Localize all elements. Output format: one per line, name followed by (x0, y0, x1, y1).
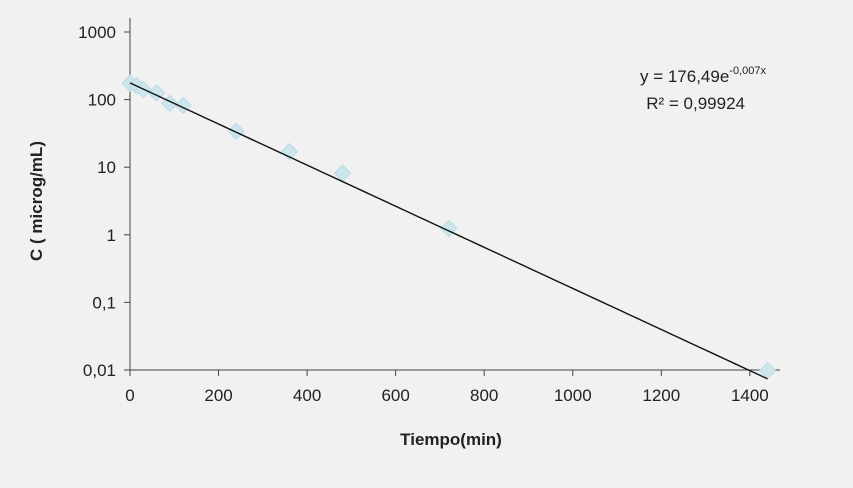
y-tick-label: 0,01 (83, 361, 116, 380)
x-tick-label: 600 (381, 386, 409, 405)
x-axis-title: Tiempo(min) (400, 430, 502, 449)
x-tick-label: 200 (204, 386, 232, 405)
y-tick-label: 1000 (78, 23, 116, 42)
y-tick-label: 10 (97, 158, 116, 177)
equation-exponent: -0,007x (729, 65, 766, 77)
x-tick-label: 1400 (731, 386, 769, 405)
trendline (129, 82, 768, 380)
y-tick-label: 1 (107, 226, 116, 245)
data-point (161, 94, 179, 113)
y-tick-group: 0,01 0,1 1 10 100 1000 (78, 23, 130, 380)
x-tick-label: 0 (125, 386, 134, 405)
x-tick-label: 1000 (554, 386, 592, 405)
x-tick-label: 400 (293, 386, 321, 405)
y-axis-title: C ( microg/mL) (27, 141, 46, 261)
equation-prefix: y = 176,49e (640, 67, 729, 86)
x-tick-label: 800 (470, 386, 498, 405)
equation-text: y = 176,49e-0,007x (640, 65, 767, 86)
trend-equation: y = 176,49e-0,007x R² = 0,99924 (640, 65, 767, 113)
data-point (227, 122, 245, 140)
y-tick-label: 100 (88, 91, 116, 110)
x-tick-label: 1200 (642, 386, 680, 405)
x-tick-group: 0 200 400 600 800 1000 1200 1400 (125, 370, 769, 405)
data-points (121, 74, 777, 380)
y-tick-label: 0,1 (92, 293, 116, 312)
r-squared-text: R² = 0,99924 (646, 94, 745, 113)
data-point (147, 84, 166, 102)
data-point (280, 142, 299, 161)
